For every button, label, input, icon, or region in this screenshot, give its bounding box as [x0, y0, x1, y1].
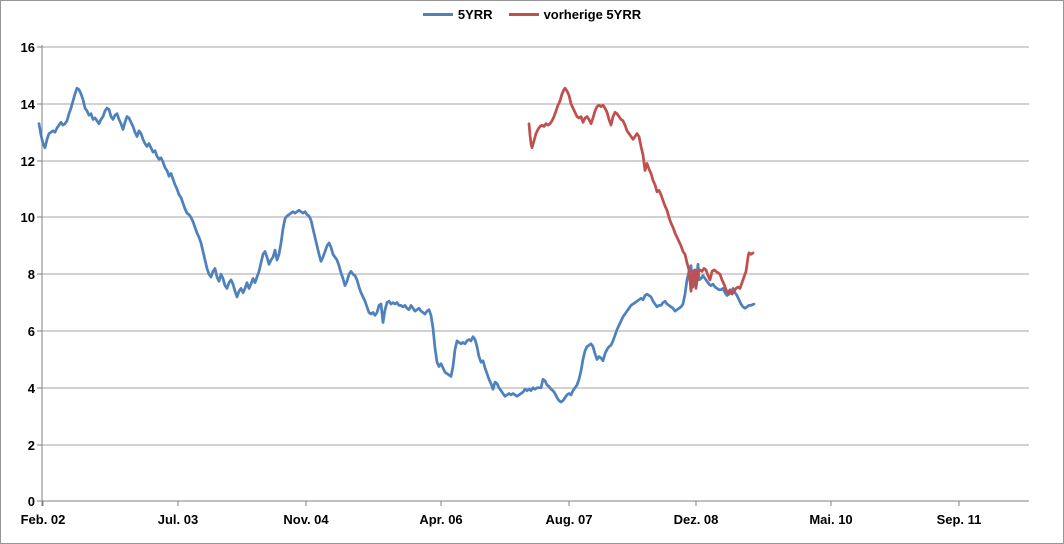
y-axis-label-2: 2: [28, 438, 35, 453]
x-axis-label-0: Feb. 02: [21, 512, 66, 527]
series-line-vorherige-5yrr[interactable]: [527, 86, 755, 296]
x-axis-label-2: Nov. 04: [283, 512, 329, 527]
y-axis-label-8: 8: [28, 267, 35, 282]
x-axis-label-5: Dez. 08: [674, 512, 719, 527]
y-axis-label-16: 16: [21, 40, 35, 55]
legend-item-vorherige-5yrr[interactable]: vorherige 5YRR: [508, 7, 642, 22]
legend-item-5yrr[interactable]: 5YRR: [422, 7, 493, 22]
y-axis-label-4: 4: [28, 381, 36, 396]
x-axis-label-6: Mai. 10: [809, 512, 852, 527]
legend-line-swatch-vorherige-5yrr: [508, 13, 539, 16]
y-axis-label-0: 0: [28, 494, 35, 509]
x-axis-label-3: Apr. 06: [419, 512, 462, 527]
legend-line-swatch-5yrr: [422, 13, 453, 16]
series-line-5yrr[interactable]: [37, 86, 756, 404]
x-axis-label-7: Sep. 11: [937, 512, 982, 527]
y-axis-label-10: 10: [21, 210, 35, 225]
chart-legend: 5YRR vorherige 5YRR: [1, 7, 1063, 22]
x-axis-label-1: Jul. 03: [158, 512, 198, 527]
y-axis-label-12: 12: [21, 154, 35, 169]
legend-label-5yrr: 5YRR: [457, 7, 493, 22]
legend-label-vorherige-5yrr: vorherige 5YRR: [543, 7, 642, 22]
x-axis-label-4: Aug. 07: [546, 512, 593, 527]
y-axis-label-6: 6: [28, 324, 35, 339]
y-axis-label-14: 14: [21, 97, 36, 112]
